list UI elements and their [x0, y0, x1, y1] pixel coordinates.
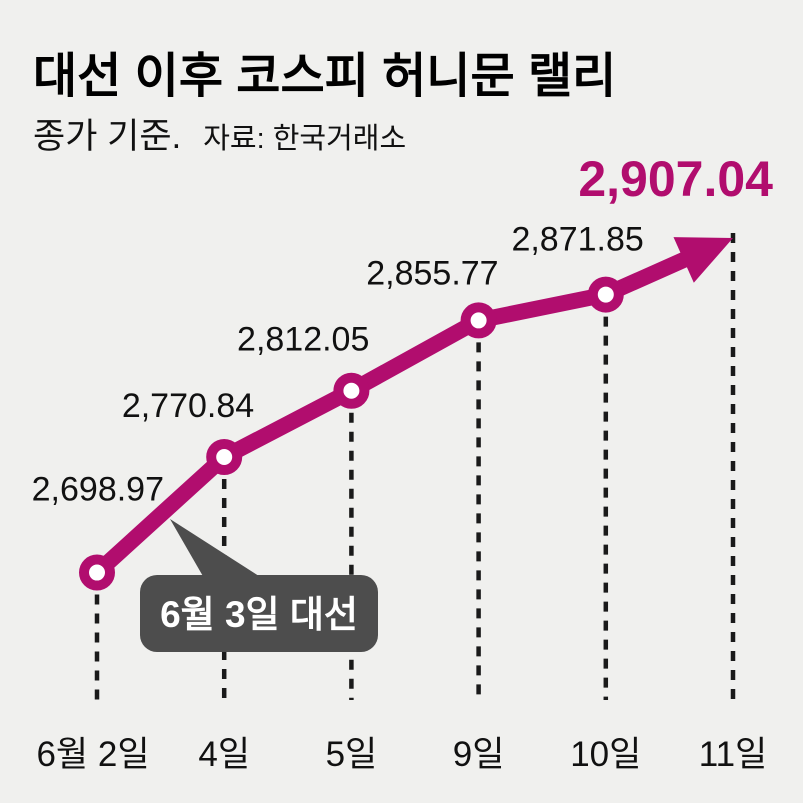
- data-point-5: [587, 276, 624, 313]
- x-tick-3: 5일: [326, 735, 378, 774]
- subtitle-row: 종가 기준. 자료: 한국거래소: [33, 108, 406, 159]
- value-label-1: 2,698.97: [32, 471, 164, 509]
- callout-label: 6월 3일 대선: [160, 594, 358, 635]
- x-tick-5: 10일: [570, 735, 641, 774]
- value-label-4: 2,855.77: [366, 254, 498, 292]
- value-label-3: 2,812.05: [237, 321, 369, 359]
- source-credit: 자료: 한국거래소: [203, 123, 407, 155]
- basis-note: 종가 기준.: [33, 117, 182, 156]
- data-point-4: [460, 302, 497, 339]
- data-point-1: [79, 554, 115, 591]
- value-label-2: 2,770.84: [122, 387, 254, 425]
- x-tick-4: 9일: [453, 735, 505, 774]
- x-tick-2: 4일: [198, 735, 250, 774]
- arrowhead-icon: [673, 237, 733, 283]
- x-tick-1: 6월 2일: [36, 735, 149, 774]
- callout-bubble: [140, 575, 378, 652]
- callout-tail: [170, 519, 262, 578]
- value-label-5: 2,871.85: [511, 221, 643, 259]
- data-point-3: [333, 372, 370, 409]
- value-label-highlight: 2,907.04: [578, 151, 773, 207]
- data-point-2: [206, 438, 243, 475]
- x-tick-6: 11일: [699, 735, 768, 774]
- page-title: 대선 이후 코스피 허니문 랠리: [33, 50, 617, 103]
